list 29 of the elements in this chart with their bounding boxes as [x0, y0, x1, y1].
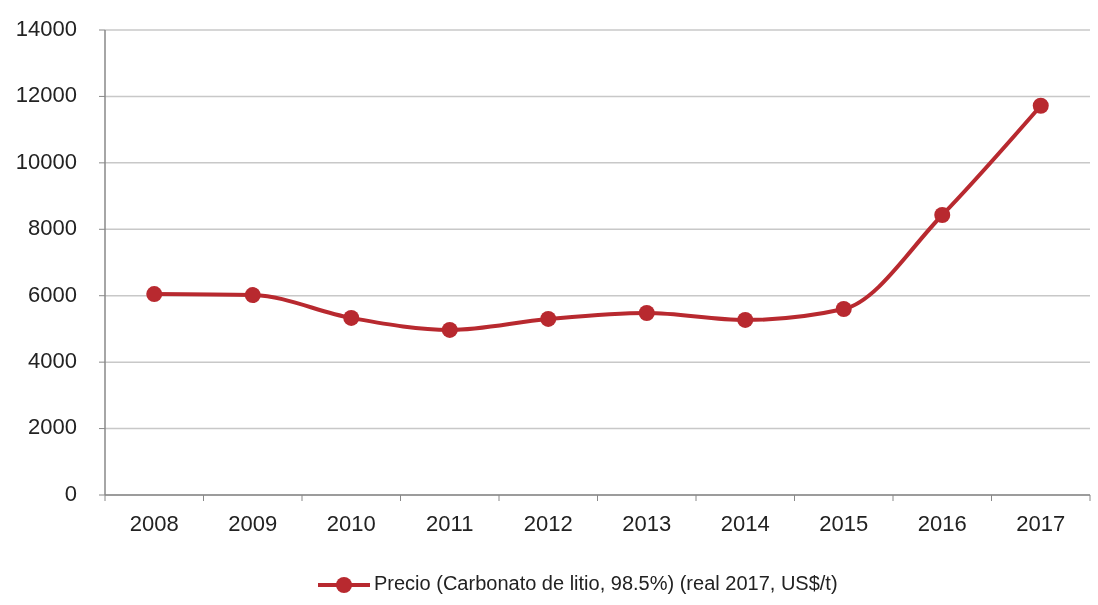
- y-tick-label: 14000: [15, 15, 77, 41]
- y-tick-label: 6000: [28, 281, 77, 307]
- y-tick-label: 12000: [15, 82, 77, 108]
- point: [146, 286, 163, 303]
- x-tick-label: 2014: [720, 511, 770, 536]
- point: [540, 310, 557, 327]
- x-tick-label: 2015: [819, 511, 869, 536]
- x-tick-label: 2013: [622, 511, 672, 536]
- y-tick-label: 8000: [28, 215, 77, 241]
- x-tick-label: 2008: [129, 511, 179, 536]
- x-tick-label: 2017: [1016, 511, 1066, 536]
- point: [441, 321, 458, 338]
- y-tick-label: 2000: [28, 414, 77, 440]
- y-tick-label: 10000: [15, 148, 77, 174]
- x-tick-label: 2016: [917, 511, 967, 536]
- point: [835, 301, 852, 317]
- x-tick-label: 2011: [426, 511, 474, 536]
- point: [934, 207, 951, 223]
- y-tick-label: 4000: [28, 347, 77, 373]
- point: [737, 311, 754, 328]
- x-tick-label: 2009: [228, 511, 278, 536]
- point: [638, 304, 655, 321]
- point: [1032, 97, 1049, 114]
- legend-label: Precio (Carbonato de litio, 98.5%) (real 2017, US$/t): [374, 572, 838, 595]
- point: [244, 287, 261, 304]
- y-tick-label: 0: [64, 480, 77, 506]
- x-tick-label: 2010: [326, 511, 376, 536]
- x-tick-label: 2012: [523, 511, 573, 536]
- point: [343, 309, 360, 326]
